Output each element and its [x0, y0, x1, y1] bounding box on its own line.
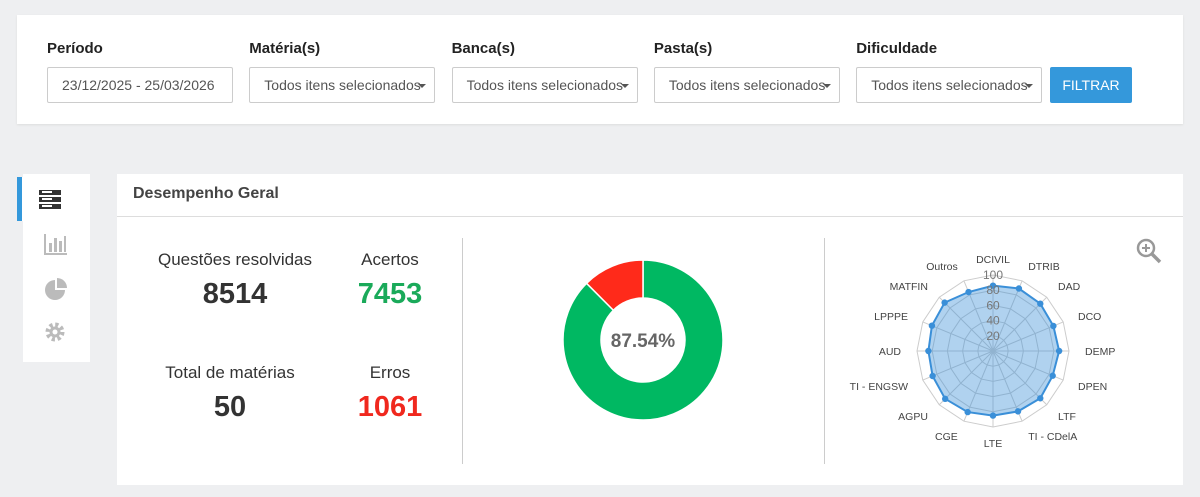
stat-value: 1061: [357, 391, 423, 423]
sidebar: [17, 174, 90, 362]
filter-label: Dificuldade: [856, 40, 938, 57]
sidebar-active-item[interactable]: [17, 177, 90, 221]
stat-value: 7453: [357, 278, 423, 310]
divider: [824, 238, 825, 464]
filter-button[interactable]: FILTRAR: [1050, 67, 1132, 103]
select[interactable]: Todos itens selecionados: [451, 67, 638, 103]
filter-label: Matéria(s): [249, 40, 321, 57]
select[interactable]: Todos itens selecionados: [856, 67, 1043, 103]
input-value: Todos itens selecionados: [871, 77, 1028, 93]
input-value: Todos itens selecionados: [466, 77, 624, 93]
bar-chart-icon[interactable]: [44, 233, 68, 255]
stat-value: 50: [213, 391, 247, 423]
filter-label: Pasta(s): [653, 40, 713, 57]
divider: [462, 238, 463, 464]
filter-label: Banca(s): [451, 40, 515, 57]
zoom-icon[interactable]: [1136, 238, 1162, 264]
date-input[interactable]: 23/12/2025 - 25/03/2026: [47, 67, 233, 103]
stat-label: Questões resolvidas: [157, 250, 313, 269]
caret: [822, 84, 831, 88]
stat-value: 8514: [202, 278, 268, 310]
select[interactable]: Todos itens selecionados: [653, 67, 840, 103]
filter-label: Período: [47, 40, 103, 57]
pie-chart-icon[interactable]: [44, 277, 68, 301]
panel-header-border: [117, 216, 1183, 217]
panel-title: Desempenho Geral: [133, 185, 279, 202]
input-value: Todos itens selecionados: [668, 77, 826, 93]
caret: [418, 84, 427, 88]
input-value: Todos itens selecionados: [264, 77, 421, 93]
stat-label: Acertos: [361, 250, 419, 269]
stat-label: Erros: [369, 363, 411, 382]
stat-label: Total de matérias: [165, 363, 295, 382]
settings-icon[interactable]: [44, 321, 66, 343]
select[interactable]: Todos itens selecionados: [249, 67, 436, 103]
panel: [117, 174, 1183, 485]
input-value: 23/12/2025 - 25/03/2026: [62, 77, 215, 93]
table-icon: [39, 190, 61, 209]
caret: [1025, 84, 1034, 88]
caret: [620, 84, 629, 88]
